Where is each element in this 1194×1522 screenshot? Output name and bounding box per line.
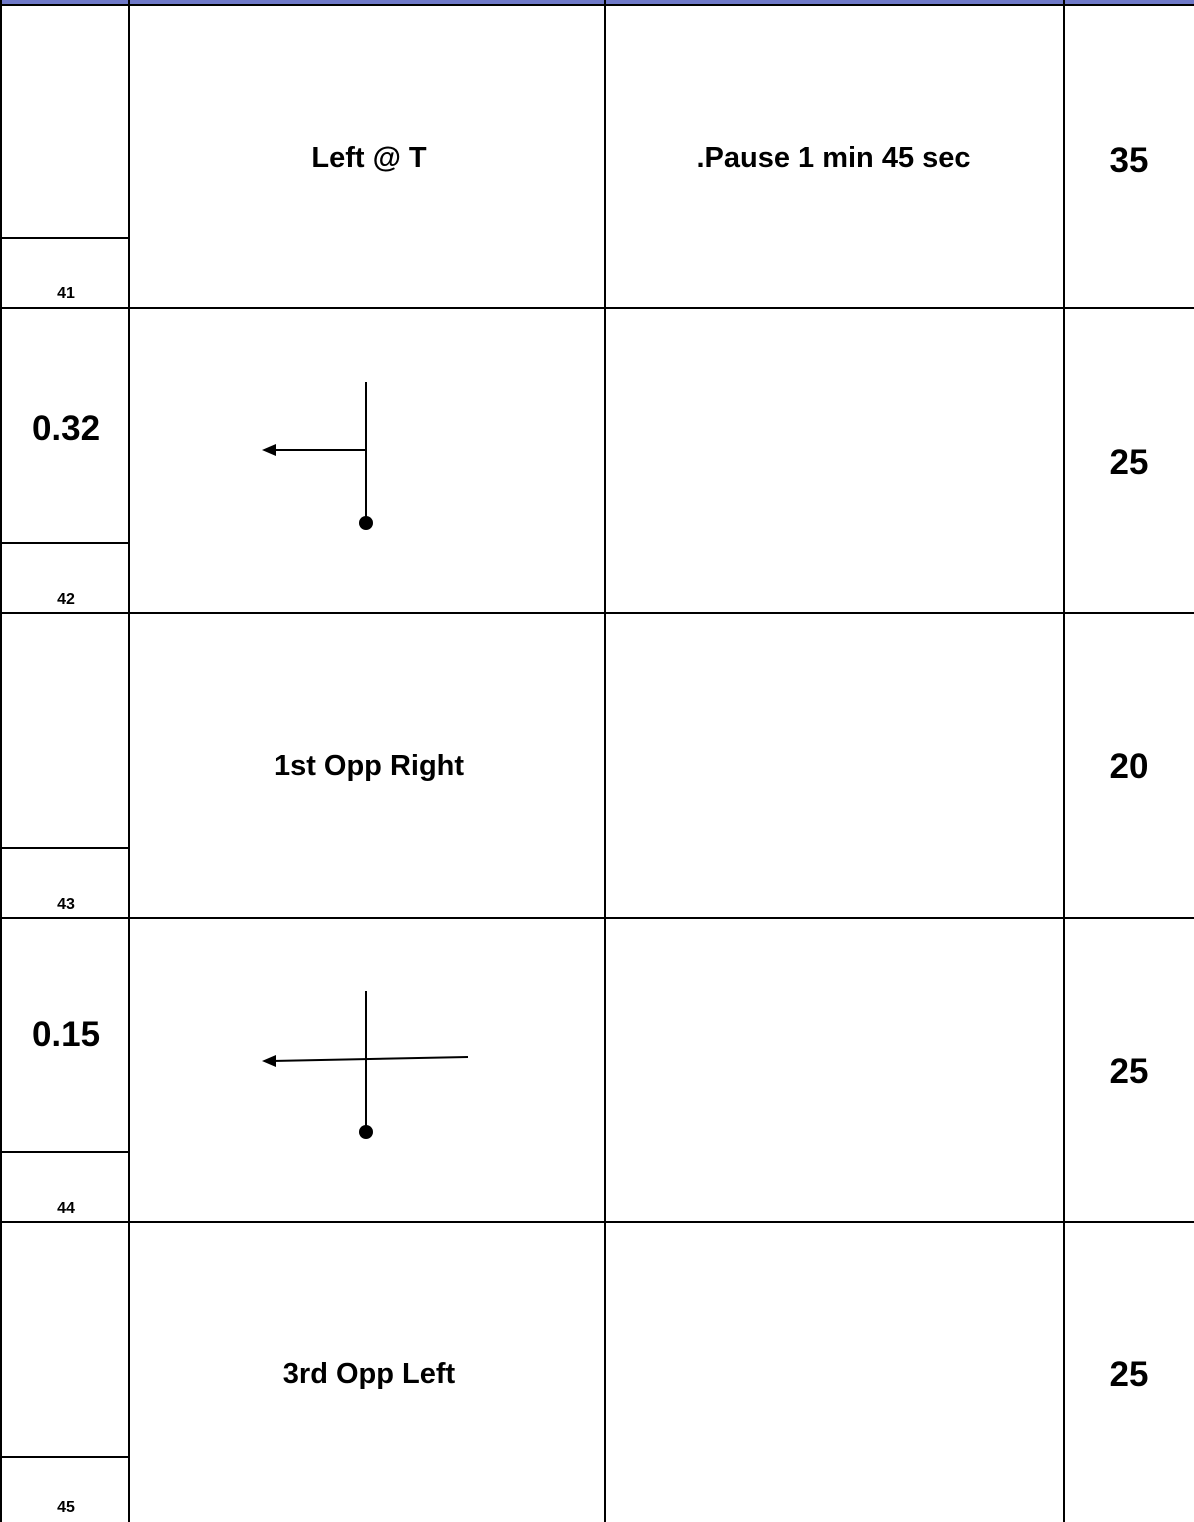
column-divider-left-edge	[0, 0, 2, 1522]
crossroads-left-arrow-icon	[262, 991, 469, 1139]
step-number: 44	[57, 1200, 75, 1217]
speed-value: 25	[1109, 443, 1149, 482]
number-cell-separator	[0, 1151, 129, 1153]
row-separator	[0, 917, 1194, 919]
note-text: .Pause 1 min 45 sec	[696, 142, 971, 174]
step-number: 42	[57, 591, 75, 608]
instruction-text: 3rd Opp Left	[282, 1358, 456, 1390]
row-separator	[0, 307, 1194, 309]
number-cell-separator	[0, 237, 129, 239]
row-separator	[0, 1221, 1194, 1223]
number-cell-separator	[0, 542, 129, 544]
column-divider-1	[128, 0, 130, 1522]
instruction-text: 1st Opp Right	[273, 750, 465, 782]
top-strip-accent	[0, 0, 1194, 4]
distance-value: 0.15	[31, 1015, 101, 1054]
step-number: 45	[57, 1499, 75, 1516]
number-cell-separator	[0, 847, 129, 849]
row-separator	[0, 612, 1194, 614]
speed-value: 25	[1109, 1052, 1149, 1091]
distance-value: 0.32	[31, 409, 101, 448]
speed-value: 20	[1109, 747, 1149, 786]
column-divider-3	[1063, 0, 1065, 1522]
speed-value: 25	[1109, 1355, 1149, 1394]
step-number: 43	[57, 896, 75, 913]
column-divider-2	[604, 0, 606, 1522]
top-border	[0, 4, 1194, 6]
t-junction-left-arrow-icon	[262, 382, 373, 530]
number-cell-separator	[0, 1456, 129, 1458]
instruction-text: Left @ T	[311, 142, 427, 174]
speed-value: 35	[1109, 141, 1149, 180]
step-number: 41	[57, 285, 75, 302]
